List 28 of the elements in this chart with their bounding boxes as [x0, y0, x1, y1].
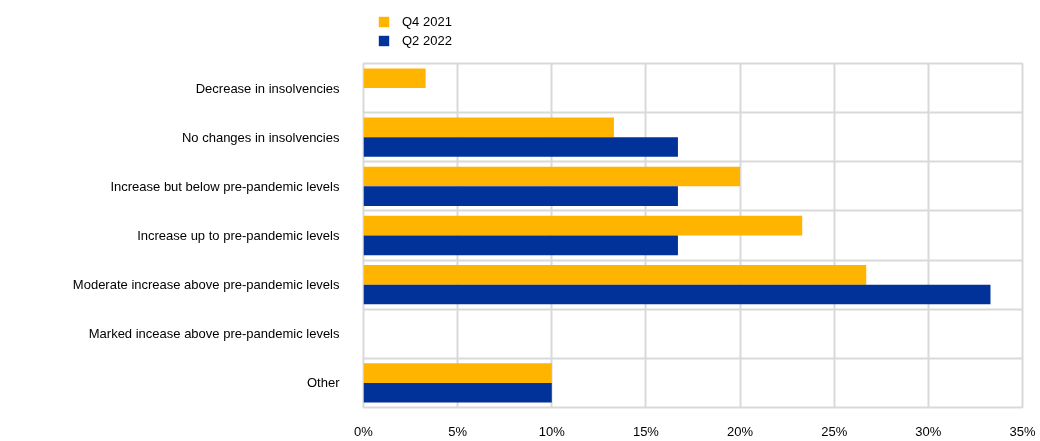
bar — [363, 68, 426, 89]
bar — [363, 382, 552, 403]
x-tick-label: 15% — [632, 423, 660, 439]
legend-label: Q2 2022 — [402, 33, 452, 48]
y-tick-label: Decrease in insolvencies — [195, 80, 340, 96]
bar — [363, 363, 552, 383]
bar — [363, 166, 741, 187]
x-tick-label: 25% — [821, 423, 848, 439]
y-tick-label: Other — [306, 375, 341, 391]
y-tick-label: No changes in insolvencies — [181, 129, 340, 145]
bar — [363, 215, 803, 236]
x-tick-label: 35% — [1009, 423, 1036, 439]
x-tick-label: 0% — [354, 423, 374, 439]
bar — [363, 186, 678, 207]
y-tick-label: Increase but below pre-pandemic levels — [110, 178, 340, 194]
x-tick-label: 30% — [915, 423, 942, 439]
legend-label: Q4 2021 — [402, 14, 452, 29]
x-tick-label: 5% — [448, 423, 468, 439]
y-tick-label: Marked incease above pre-pandemic levels — [88, 326, 340, 342]
bar — [363, 284, 991, 305]
bar — [363, 137, 678, 157]
x-tick-label: 10% — [538, 423, 566, 439]
bar — [363, 264, 867, 285]
y-tick-label: Increase up to pre-pandemic levels — [137, 228, 340, 243]
y-tick-label: Moderate increase above pre-pandemic levels — [72, 277, 340, 293]
bar — [363, 235, 678, 256]
bar — [363, 117, 614, 138]
x-tick-label: 20% — [727, 423, 754, 439]
